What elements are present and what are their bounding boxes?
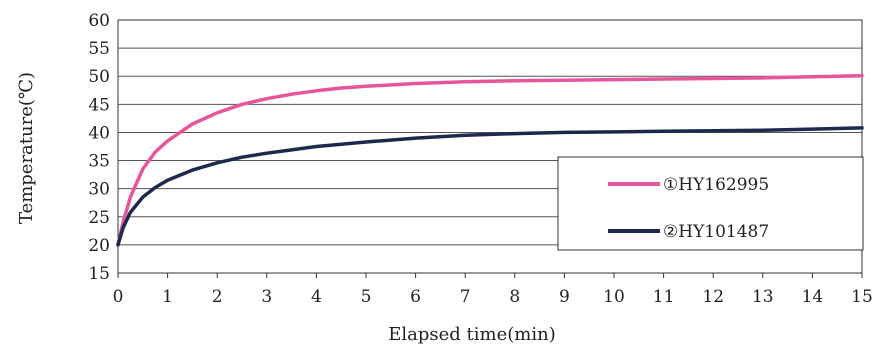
legend: ①HY162995 ②HY101487	[557, 156, 864, 251]
x-tick-label: 8	[509, 287, 520, 307]
legend-box	[557, 156, 864, 251]
x-tick-label: 5	[361, 287, 372, 307]
y-tick-label: 50	[88, 67, 110, 87]
x-tick-label: 13	[752, 287, 774, 307]
x-tick-label: 12	[702, 287, 724, 307]
x-tick-label: 1	[162, 287, 173, 307]
series-line-0	[116, 73, 864, 247]
y-tick-label: 20	[88, 236, 110, 256]
series-line-1	[116, 126, 864, 247]
legend-label-hy101487: ②HY101487	[663, 222, 769, 242]
x-tick-label: 7	[460, 287, 471, 307]
plot-frame	[117, 19, 863, 274]
y-tick-label: 25	[88, 208, 110, 228]
x-tick-labels: 0 1 2 3 4 5 6 7 8 9 10 11 12 13 14 15	[113, 273, 873, 307]
x-tick-label: 3	[261, 287, 272, 307]
y-tick-label: 40	[88, 123, 110, 143]
x-tick-label: 2	[212, 287, 223, 307]
x-tick-label: 4	[311, 287, 322, 307]
x-tick-label: 0	[113, 287, 124, 307]
y-tick-label: 55	[88, 39, 110, 59]
x-axis-title: Elapsed time(min)	[388, 324, 555, 344]
y-tick-label: 35	[88, 152, 110, 172]
legend-label-hy162995: ①HY162995	[663, 175, 769, 195]
x-tick-label: 11	[653, 287, 675, 307]
y-tick-label: 30	[88, 180, 110, 200]
y-tick-label: 15	[88, 264, 110, 284]
y-axis-title: Temperature(℃)	[16, 72, 37, 224]
x-tick-label: 14	[802, 287, 824, 307]
x-tick-label: 9	[559, 287, 570, 307]
x-tick-label: 15	[851, 287, 873, 307]
x-tick-label: 10	[603, 287, 625, 307]
y-tick-labels: 15 20 25 30 35 40 45 50 55 60	[88, 11, 110, 284]
y-tick-label: 60	[88, 11, 110, 31]
series-lines	[116, 73, 864, 247]
y-tick-label: 45	[88, 95, 110, 115]
x-tick-label: 6	[410, 287, 421, 307]
